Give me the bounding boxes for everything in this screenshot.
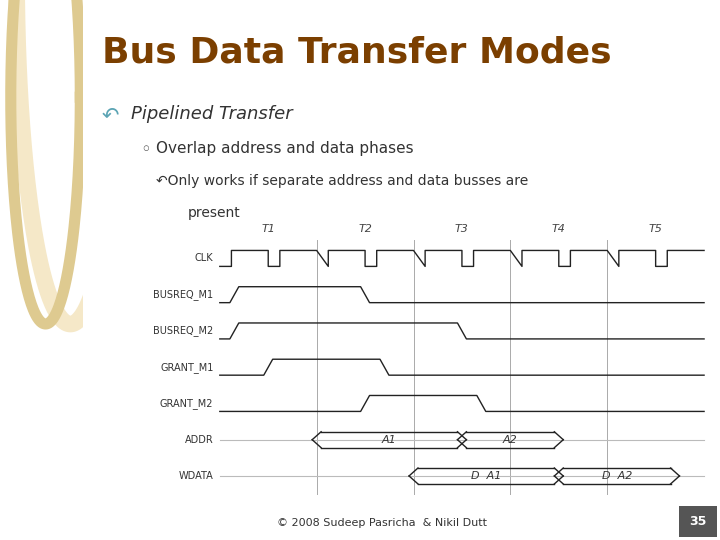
Text: ↶Only works if separate address and data busses are: ↶Only works if separate address and data… <box>156 174 528 188</box>
Text: ADDR: ADDR <box>184 435 213 445</box>
Text: Pipelined Transfer: Pipelined Transfer <box>130 105 292 123</box>
Text: GRANT_M2: GRANT_M2 <box>160 398 213 409</box>
Text: A1: A1 <box>382 435 397 445</box>
Text: D  A2: D A2 <box>602 471 632 481</box>
Text: © 2008 Sudeep Pasricha  & Nikil Dutt: © 2008 Sudeep Pasricha & Nikil Dutt <box>277 518 487 528</box>
Text: ◦: ◦ <box>140 141 150 159</box>
Text: ↶: ↶ <box>102 105 120 125</box>
Text: Bus Data Transfer Modes: Bus Data Transfer Modes <box>102 35 611 69</box>
Text: T3: T3 <box>455 224 469 234</box>
Text: CLK: CLK <box>195 253 213 264</box>
Text: 35: 35 <box>689 515 706 528</box>
Text: T2: T2 <box>358 224 372 234</box>
Text: T4: T4 <box>552 224 566 234</box>
Text: BUSREQ_M2: BUSREQ_M2 <box>153 326 213 336</box>
Text: T5: T5 <box>649 224 662 234</box>
Text: GRANT_M1: GRANT_M1 <box>160 362 213 373</box>
Text: T1: T1 <box>261 224 275 234</box>
Text: WDATA: WDATA <box>179 471 213 481</box>
Text: BUSREQ_M1: BUSREQ_M1 <box>153 289 213 300</box>
Text: D  A1: D A1 <box>471 471 501 481</box>
Text: present: present <box>188 206 240 220</box>
Bar <box>678 506 717 537</box>
Text: A2: A2 <box>503 435 518 445</box>
Text: Overlap address and data phases: Overlap address and data phases <box>156 141 414 157</box>
